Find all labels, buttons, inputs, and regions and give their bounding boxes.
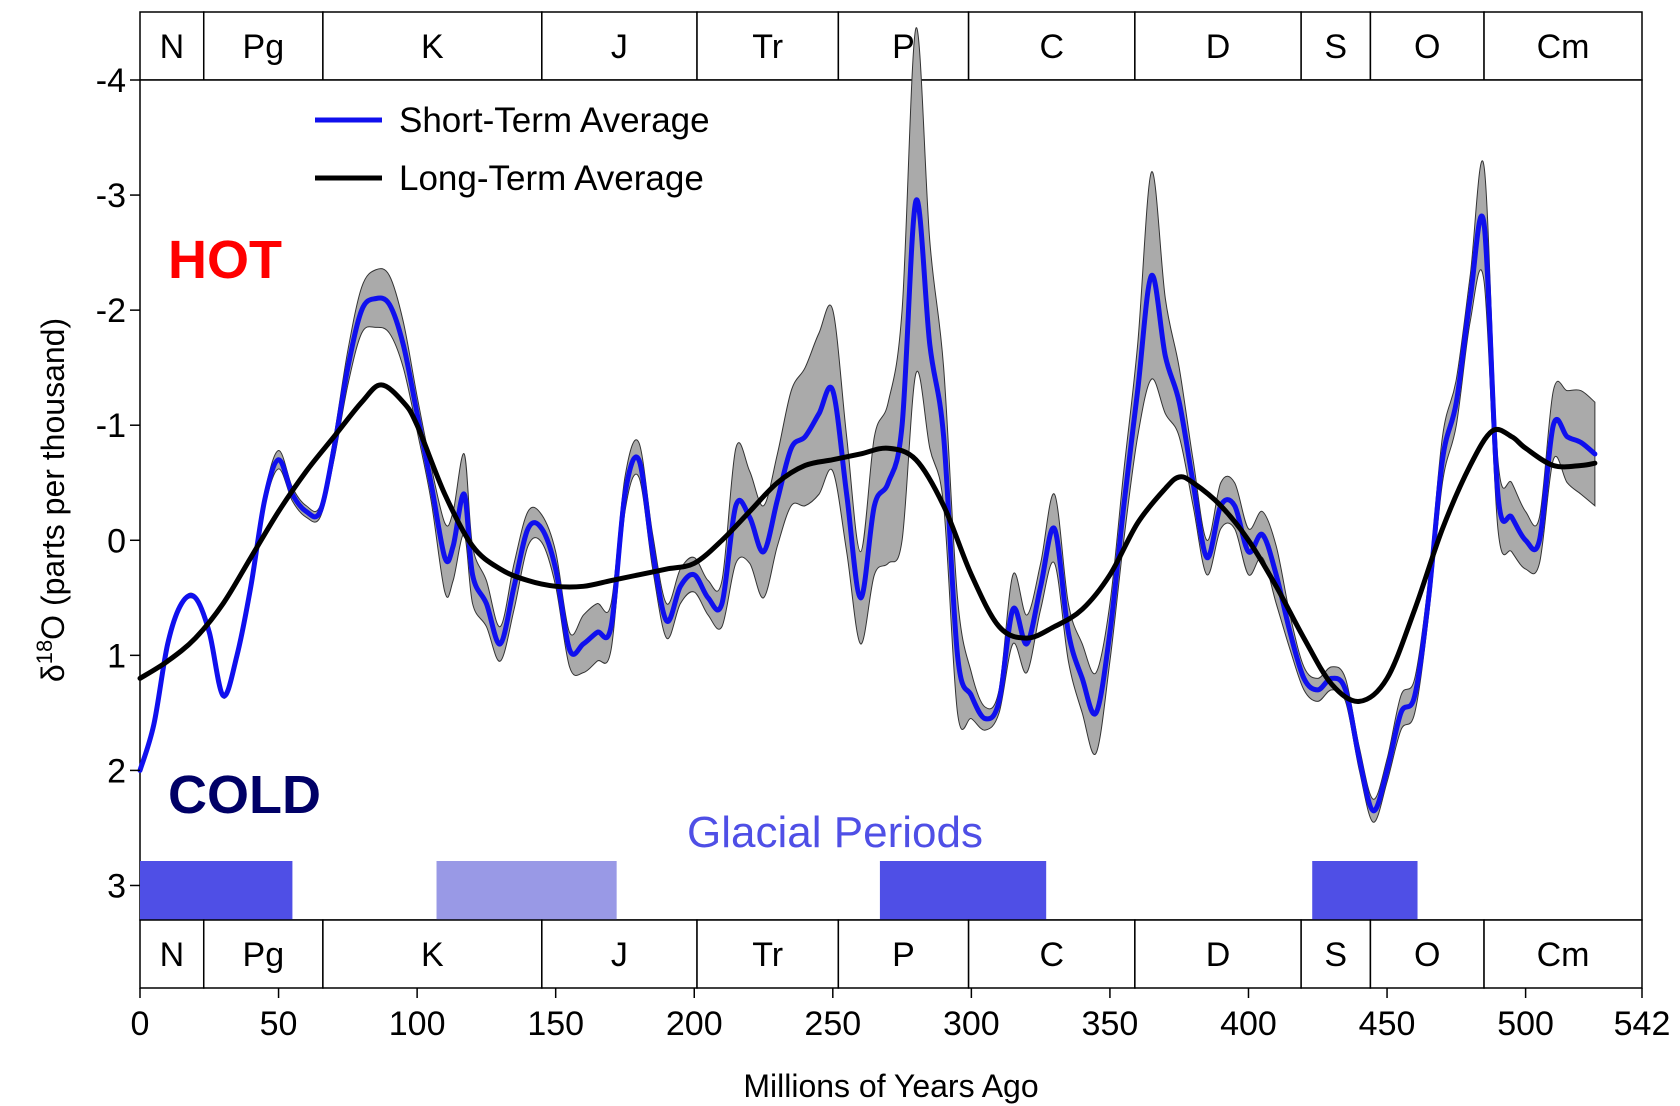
period-bottom-cell (202, 919, 324, 989)
cold-label: COLD (168, 765, 321, 825)
series-layer (137, 197, 1598, 814)
y-tick-label: 1 (107, 637, 126, 675)
period-top-cell (837, 11, 970, 81)
period-bottom-cell (541, 919, 698, 989)
period-bottom-label: Tr (752, 936, 783, 974)
glacial-period-block (1312, 861, 1418, 920)
y-tick-label: -2 (96, 292, 126, 330)
period-top-label: Tr (752, 28, 783, 66)
glacial-periods (140, 861, 1418, 920)
y-axis-title-prefix: δ (35, 664, 71, 682)
period-bottom-label: P (892, 936, 915, 974)
plot-area (137, 27, 1643, 921)
period-top-label: Pg (243, 28, 285, 66)
y-tick-label: -3 (96, 177, 126, 215)
period-bottom-label: Pg (243, 936, 285, 974)
y-axis-title-suffix: O (parts per thousand) (35, 318, 71, 640)
y-axis-title-superscript: 18 (32, 640, 57, 664)
y-tick-label: -4 (96, 62, 126, 100)
period-bottom-label: Cm (1537, 936, 1590, 974)
y-tick-label: 0 (107, 522, 126, 560)
period-bar-top: N Pg K J Tr P C D S O Cm (139, 11, 1643, 81)
y-axis-title: δ18O (parts per thousand) (32, 318, 71, 682)
x-tick-label: 350 (1082, 1005, 1139, 1043)
period-top-cell (541, 11, 698, 81)
period-top-label: P (892, 28, 915, 66)
period-top-cell (1134, 11, 1302, 81)
period-top-label: O (1414, 28, 1440, 66)
period-top-label: D (1206, 28, 1231, 66)
period-top-label: N (160, 28, 185, 66)
period-top-cell (1483, 11, 1643, 81)
legend: Short-Term Average Long-Term Average (315, 101, 710, 198)
period-bottom-label: J (611, 936, 628, 974)
period-top-label: Cm (1537, 28, 1590, 66)
x-tick-label: 542 (1614, 1005, 1671, 1043)
uncertainty-band-layer (140, 27, 1596, 823)
period-bar-bottom: N Pg K J Tr P C D S O Cm (139, 919, 1643, 989)
glacial-period-block (140, 861, 293, 920)
period-bottom-label: D (1206, 936, 1231, 974)
glacial-period-block (436, 861, 617, 920)
x-tick-label: 100 (389, 1005, 446, 1043)
legend-entry-label: Short-Term Average (399, 101, 710, 140)
hot-label: HOT (168, 230, 282, 290)
period-bottom-cell (837, 919, 970, 989)
period-bottom-cell (1300, 919, 1372, 989)
legend-entry-label: Long-Term Average (399, 159, 704, 198)
period-top-cell (1369, 11, 1485, 81)
glacial-periods-label: Glacial Periods (687, 808, 983, 857)
x-tick-label: 50 (260, 1005, 298, 1043)
period-bottom-cell (967, 919, 1136, 989)
period-bottom-label: K (421, 936, 444, 974)
x-axis: 0 50 100 150 200 250 300 350 400 450 500 542 (131, 988, 1671, 1043)
period-bottom-cell (1369, 919, 1485, 989)
period-top-cell (139, 11, 205, 81)
short-term-average-line (137, 197, 1598, 814)
x-axis-title: Millions of Years Ago (743, 1068, 1038, 1104)
period-top-label: J (611, 28, 628, 66)
x-tick-label: 0 (131, 1005, 150, 1043)
period-top-label: S (1324, 28, 1347, 66)
period-top-cell (322, 11, 543, 81)
period-bottom-cell (696, 919, 840, 989)
period-bottom-cell (1134, 919, 1302, 989)
period-bottom-label: O (1414, 936, 1440, 974)
period-top-label: K (421, 28, 444, 66)
period-bottom-label: C (1039, 936, 1064, 974)
period-bottom-label: N (160, 936, 185, 974)
x-tick-label: 250 (804, 1005, 861, 1043)
glacial-period-block (879, 861, 1047, 920)
y-tick-label: 2 (107, 752, 126, 790)
period-bottom-label: S (1324, 936, 1347, 974)
period-top-cell (202, 11, 324, 81)
x-tick-label: 300 (943, 1005, 1000, 1043)
y-tick-label: -1 (96, 407, 126, 445)
period-bottom-cell (139, 919, 205, 989)
x-tick-label: 500 (1497, 1005, 1554, 1043)
period-bottom-cell (322, 919, 543, 989)
x-tick-label: 450 (1359, 1005, 1416, 1043)
uncertainty-band (140, 27, 1596, 823)
x-tick-label: 400 (1220, 1005, 1277, 1043)
y-axis: -4 -3 -2 -1 0 1 2 3 (96, 62, 140, 905)
y-tick-label: 3 (107, 867, 126, 905)
long-term-average-line (137, 382, 1598, 704)
x-tick-label: 200 (666, 1005, 723, 1043)
period-top-label: C (1039, 28, 1064, 66)
period-bottom-cell (1483, 919, 1643, 989)
x-tick-label: 150 (527, 1005, 584, 1043)
